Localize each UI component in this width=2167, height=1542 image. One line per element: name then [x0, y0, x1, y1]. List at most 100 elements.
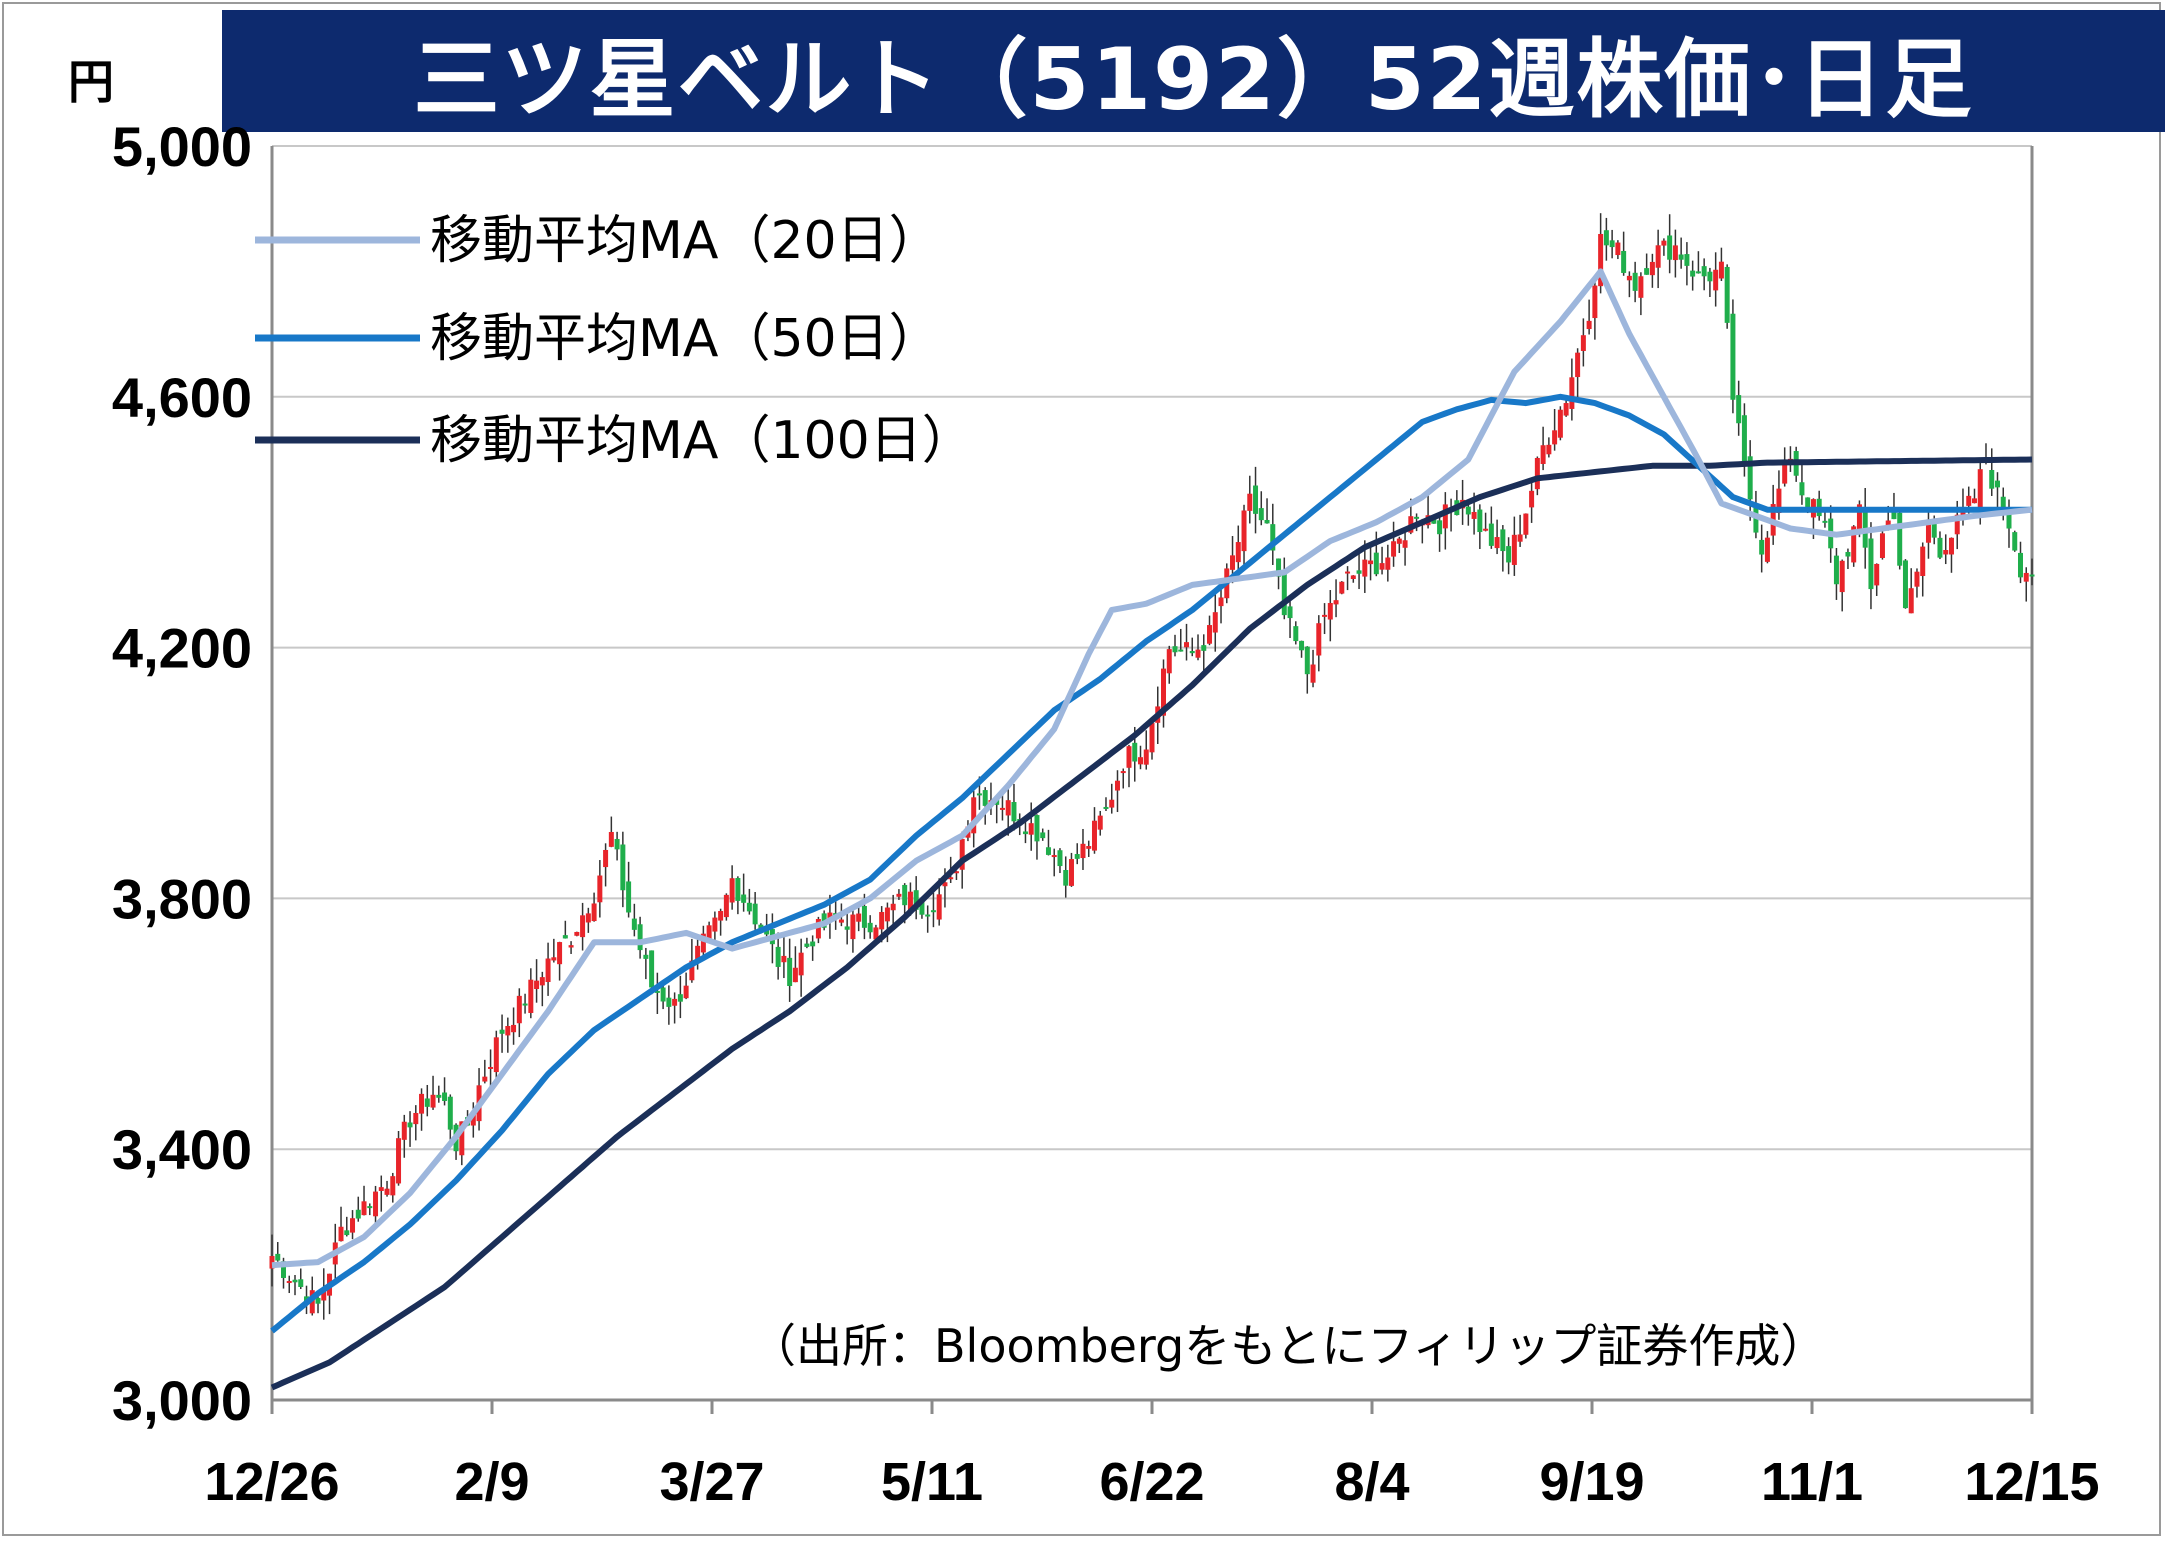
candle-body: [1517, 534, 1523, 542]
candle-body: [528, 979, 534, 1013]
candle-body: [1310, 664, 1316, 683]
candle-body: [2012, 532, 2018, 551]
y-unit-label: 円: [68, 55, 114, 109]
x-tick-label: 11/1: [1761, 1452, 1863, 1512]
candle-body: [683, 985, 689, 999]
candle-body: [1120, 771, 1126, 774]
candle-body: [1057, 850, 1063, 867]
candle-body: [367, 1206, 373, 1209]
candle-body: [907, 891, 913, 914]
candle-body: [1885, 520, 1891, 529]
candle-body: [1241, 510, 1247, 552]
candle-body: [654, 990, 660, 993]
candle-body: [1851, 526, 1857, 563]
candle-body: [1287, 606, 1293, 619]
candle-body: [850, 914, 856, 940]
candle-body: [1960, 509, 1966, 518]
candle-body: [1270, 524, 1276, 551]
candle-body: [1638, 276, 1644, 298]
x-tick-label: 3/27: [659, 1452, 764, 1512]
candle-body: [1603, 230, 1609, 246]
candle-body: [1557, 409, 1563, 438]
candle-body: [1598, 233, 1604, 287]
candle-body: [1713, 269, 1719, 291]
candle-body: [700, 933, 706, 953]
candle-body: [1345, 571, 1351, 574]
candle-body: [1028, 823, 1034, 835]
candle-body: [551, 957, 557, 961]
candle-body: [1534, 457, 1540, 490]
candle-body: [672, 998, 678, 1006]
candle-body: [919, 901, 925, 915]
candle-body: [1114, 780, 1120, 791]
candle-body: [620, 844, 626, 891]
candle-body: [1437, 520, 1443, 535]
candle-body: [718, 911, 724, 921]
ma100-line: [270, 456, 2033, 1391]
source-note: （出所：Bloombergをもとにフィリップ証券作成）: [750, 1319, 1826, 1373]
candle-body: [597, 875, 603, 903]
candle-body: [1494, 537, 1500, 549]
candle-body: [1281, 571, 1287, 616]
candle-body: [522, 1003, 528, 1006]
candle-body: [1488, 523, 1494, 546]
candle-body: [1396, 538, 1402, 544]
candle-body: [1695, 271, 1701, 274]
candle-body: [539, 977, 545, 986]
candle-body: [430, 1094, 436, 1108]
candle-body: [1678, 254, 1684, 260]
candle-body: [1856, 504, 1862, 533]
candle-body: [844, 926, 850, 930]
candle-body: [1736, 395, 1742, 424]
candle-body: [861, 905, 867, 928]
axes: 3,000 3,400 3,800 4,200 4,600 5,000 12/26 2/9 3/…: [112, 115, 2100, 1512]
candle-body: [1724, 266, 1730, 323]
candle-body: [1920, 546, 1926, 577]
candle-body: [2006, 510, 2012, 529]
candle-body: [689, 960, 695, 981]
candle-body: [585, 913, 591, 923]
candle-body: [1529, 490, 1535, 508]
candle-body: [1954, 514, 1960, 535]
candle-body: [442, 1092, 448, 1101]
candle-body: [896, 893, 902, 897]
candle-body: [1068, 859, 1074, 886]
candle-body: [1776, 488, 1782, 514]
candle-body: [1805, 497, 1811, 509]
candle-body: [424, 1098, 430, 1107]
candle-body: [1080, 843, 1086, 859]
candle-body: [1126, 746, 1132, 768]
candle-body: [545, 958, 551, 983]
candle-body: [493, 1037, 499, 1073]
candle-body: [810, 941, 816, 947]
candle-body: [1891, 511, 1897, 520]
candle-body: [1730, 313, 1736, 400]
candle-body: [298, 1279, 304, 1287]
candle-body: [1626, 275, 1632, 281]
candle-body: [1483, 528, 1489, 531]
legend-label-ma20: 移動平均MA（20日）: [430, 211, 941, 271]
candle-body: [1764, 537, 1770, 562]
y-tick-label: 4,600: [112, 366, 252, 429]
candle-body: [815, 919, 821, 939]
x-tick-label: 5/11: [881, 1452, 983, 1512]
candle-body: [1218, 597, 1224, 607]
candle-body: [1672, 245, 1678, 261]
candle-body: [1005, 800, 1011, 816]
candle-body: [1839, 560, 1845, 593]
candle-body: [413, 1112, 419, 1125]
gridlines: [272, 145, 2032, 1151]
candle-body: [643, 954, 649, 959]
candle-body: [1471, 511, 1477, 519]
candle-body: [660, 987, 666, 1002]
candle-body: [925, 914, 931, 917]
candle-body: [499, 1029, 505, 1034]
candle-body: [677, 994, 683, 1002]
candle-body: [505, 1025, 511, 1036]
candle-body: [1701, 266, 1707, 277]
candle-body: [286, 1281, 292, 1284]
candle-body: [879, 912, 885, 930]
candle-body: [591, 903, 597, 922]
